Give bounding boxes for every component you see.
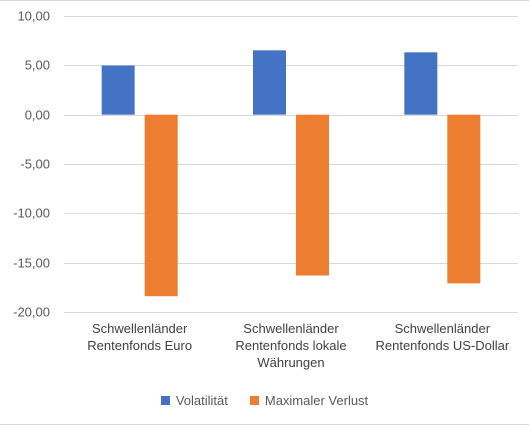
bar-volatility-1 (253, 50, 286, 115)
legend-item-max-loss: Maximaler Verlust (249, 392, 369, 408)
legend-item-volatility: Volatilität (160, 392, 228, 408)
chart-border-top (0, 0, 529, 1)
y-tick-label: 5,00 (25, 58, 50, 73)
y-tick-label: -15,00 (13, 256, 50, 271)
legend-swatch-max-loss (249, 395, 259, 405)
chart-border-bottom (0, 424, 529, 425)
x-category-label: Schwellenländer Rentenfonds US-Dollar (375, 321, 509, 353)
legend: Volatilität Maximaler Verlust (0, 391, 529, 409)
legend-label-volatility: Volatilität (175, 392, 228, 408)
bar-volatility-0 (101, 65, 135, 115)
bar-max-loss-1 (296, 114, 329, 276)
bar-chart: 10,00 5,00 0,00 -5,00 -10,00 -15,00 -20,00 Schw… (13, 9, 518, 370)
y-tick-label: -10,00 (13, 206, 50, 221)
bar-volatility-2 (404, 52, 438, 115)
y-tick-label: -20,00 (13, 305, 50, 320)
legend-label-max-loss: Maximaler Verlust (264, 392, 369, 408)
legend-swatch-volatility (160, 395, 170, 405)
y-tick-label: 0,00 (25, 108, 50, 123)
bar-max-loss-0 (144, 114, 178, 297)
y-tick-label: -5,00 (20, 157, 50, 172)
y-tick-label: 10,00 (17, 9, 50, 24)
x-category-label: Schwellenländer Rentenfonds Euro (87, 321, 192, 353)
bar-max-loss-2 (447, 114, 481, 284)
x-category-label: Schwellenländer Rentenfonds lokale Währung… (235, 321, 346, 370)
